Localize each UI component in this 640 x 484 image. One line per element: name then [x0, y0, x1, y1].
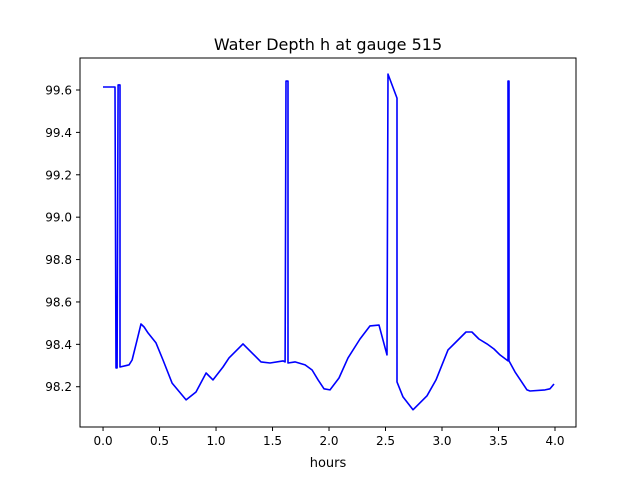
- x-tick-label: 3.5: [489, 434, 508, 448]
- x-tick-label: 1.0: [206, 434, 225, 448]
- y-tick-label: 99.0: [45, 211, 72, 225]
- x-tick-label: 2.5: [376, 434, 395, 448]
- y-tick-label: 99.6: [45, 84, 72, 98]
- y-tick-label: 98.6: [45, 295, 72, 309]
- y-axis-ticks: 98.2 98.4 98.6 98.8 99.0 99.2 99.4 99.6: [45, 84, 80, 394]
- plot-series: [103, 73, 555, 411]
- y-tick-label: 98.2: [45, 380, 72, 394]
- x-axis-ticks: 0.0 0.5 1.0 1.5 2.0 2.5 3.0 3.5 4.0: [94, 427, 565, 448]
- series-line-h: [103, 73, 555, 411]
- x-tick-label: 3.0: [432, 434, 451, 448]
- y-tick-label: 98.8: [45, 253, 72, 267]
- x-tick-label: 0.5: [150, 434, 169, 448]
- x-tick-label: 2.0: [319, 434, 338, 448]
- x-tick-label: 1.5: [263, 434, 282, 448]
- y-tick-label: 98.4: [45, 338, 72, 352]
- x-tick-label: 4.0: [545, 434, 564, 448]
- chart-title: Water Depth h at gauge 515: [214, 35, 442, 54]
- axes-frame: [79, 57, 577, 428]
- y-tick-label: 99.2: [45, 168, 72, 182]
- x-axis-label: hours: [310, 456, 347, 471]
- y-tick-label: 99.4: [45, 126, 72, 140]
- x-tick-label: 0.0: [94, 434, 113, 448]
